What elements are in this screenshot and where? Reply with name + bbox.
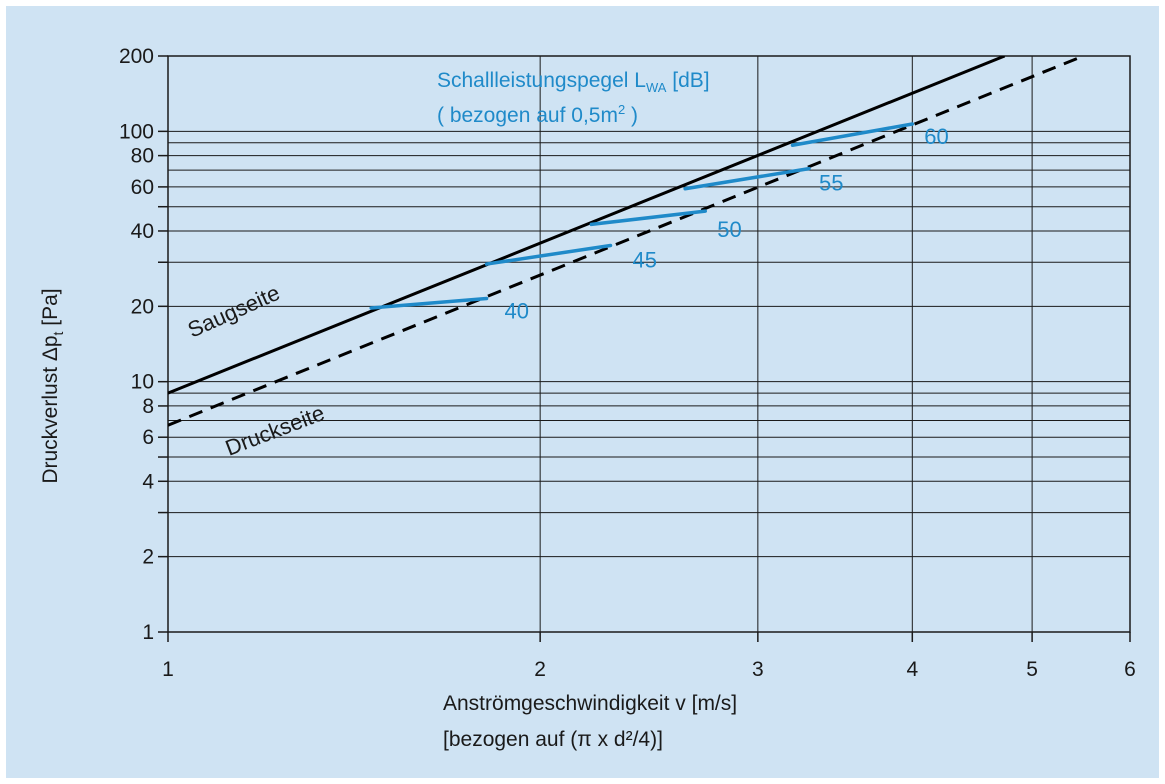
series-line-saugseite — [168, 56, 1006, 395]
sound-level-line-40 — [369, 296, 489, 310]
x-tick-label: 3 — [752, 658, 764, 681]
x-tick-label: 2 — [534, 658, 546, 681]
grid — [167, 55, 1131, 633]
sound-level-label-55: 55 — [819, 171, 843, 196]
y-tick-label: 10 — [131, 371, 154, 394]
series-line-druckseite — [168, 56, 1084, 427]
chart-panel: 40 45 50 55 60 1 2 4 6 8 10 20 40 60 80 100 200 1 2 3 4 5 6 S… — [6, 6, 1159, 778]
y-tick-label: 8 — [142, 395, 154, 418]
y-tick-label: 2 — [142, 546, 154, 569]
annotation-line1: Schallleistungspegel LWA [dB] — [437, 69, 710, 95]
y-tick-label: 4 — [142, 470, 154, 493]
sound-level-label-45: 45 — [633, 247, 657, 272]
series-label-saugseite: Saugseite — [184, 280, 284, 343]
sound-level-label-40: 40 — [505, 298, 529, 323]
y-tick-label: 80 — [131, 145, 154, 168]
y-tick-label: 40 — [131, 220, 154, 243]
sound-level-line-60 — [790, 122, 915, 148]
x-tick-label: 1 — [162, 658, 174, 681]
y-tick-label: 20 — [131, 295, 154, 318]
annotation-title: Schallleistungspegel LWA [dB] — [437, 69, 710, 95]
y-tick-label: 1 — [142, 621, 154, 644]
x-axis-title: Anströmgeschwindigkeit v [m/s] — [443, 692, 737, 715]
y-tick-label: 6 — [142, 426, 154, 449]
x-tick-label: 4 — [906, 658, 918, 681]
sound-level-line-45 — [484, 243, 613, 266]
plot-frame — [167, 55, 1131, 633]
series-label-druckseite: Druckseite — [222, 400, 328, 461]
sound-level-line-50 — [589, 209, 707, 227]
y-axis-title: Druckverlust Δpt [Pa] — [39, 288, 66, 483]
x-axis-subtitle: [bezogen auf (π x d²/4)] — [443, 728, 663, 751]
curves — [168, 56, 1084, 427]
y-tick-label: 100 — [119, 120, 154, 143]
sound-level-lines: 40 45 50 55 60 — [369, 122, 949, 323]
annotation-subtitle: ( bezogen auf 0,5m2 ) — [437, 102, 638, 127]
sound-level-label-50: 50 — [717, 217, 741, 242]
y-tick-label: 60 — [131, 176, 154, 199]
sound-level-line-55 — [683, 166, 811, 191]
x-tick-label: 5 — [1026, 658, 1038, 681]
sound-level-label-60: 60 — [924, 124, 948, 149]
x-tick-label: 6 — [1124, 658, 1136, 681]
y-tick-label: 200 — [119, 45, 154, 68]
